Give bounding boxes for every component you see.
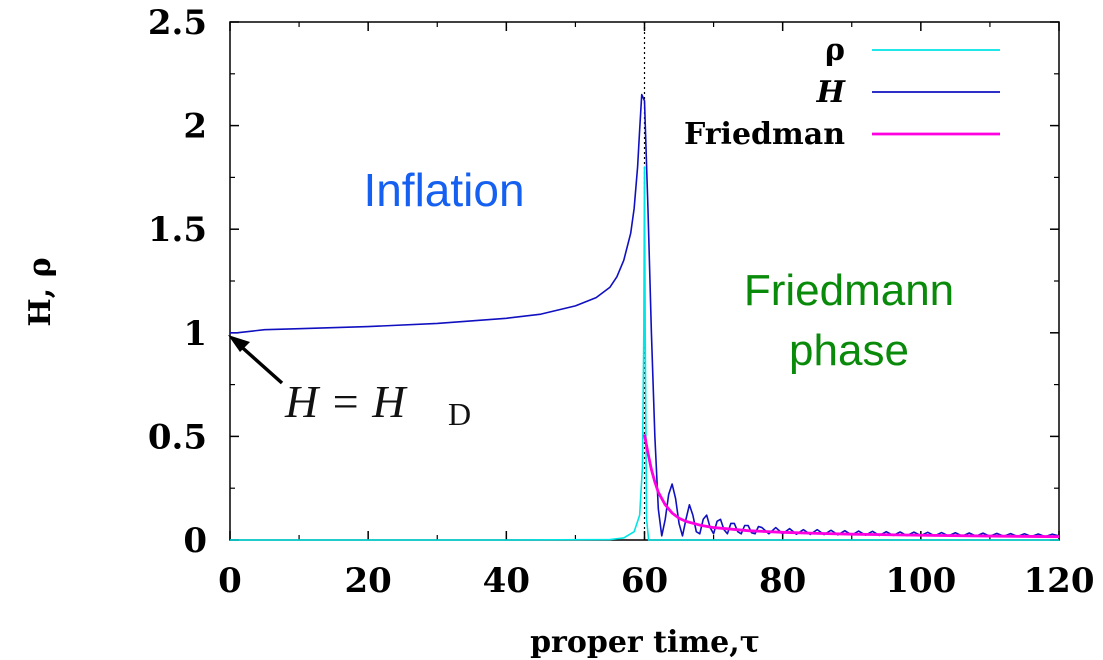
x-tick-label-1: 20: [345, 561, 392, 601]
y-tick-label-5: 2.5: [148, 3, 207, 43]
inflation-annotation: Inflation: [363, 164, 524, 216]
series-layer: [230, 93, 1060, 541]
math-annotation-main: H = H: [284, 376, 408, 427]
x-tick-label-6: 120: [1024, 561, 1095, 601]
series-line-friedman: [643, 434, 1060, 539]
legend: ρH Friedman: [684, 33, 1000, 152]
math-annotation: H = H D: [284, 376, 471, 432]
x-axis-label: proper time,τ: [530, 625, 760, 660]
y-tick-label-1: 0.5: [148, 417, 207, 457]
x-tick-label-3: 60: [621, 561, 668, 601]
y-tick-label-2: 1: [183, 314, 207, 354]
friedmann-annotation-line1: Friedmann: [744, 266, 954, 315]
math-annotation-subscript: D: [448, 396, 471, 432]
y-axis-label: H, ρ: [23, 257, 58, 326]
y-tick-label-4: 2: [183, 107, 207, 147]
legend-label-friedman: Friedman: [684, 117, 845, 152]
axis-layer: 0 20 40 60 80 100 120 0 0.5 1 1.5 2 2.5: [148, 3, 1095, 601]
x-tick-label-0: 0: [218, 561, 242, 601]
legend-label-H: H: [816, 75, 847, 110]
y-tick-label-0: 0: [183, 521, 207, 561]
y-tick-label-3: 1.5: [148, 210, 207, 250]
x-tick-label-2: 40: [483, 561, 530, 601]
x-tick-label-4: 80: [759, 561, 806, 601]
arrow: [228, 335, 284, 385]
series-line-rho: [230, 166, 1059, 541]
legend-label-rho: ρ: [825, 33, 845, 68]
x-tick-label-5: 100: [885, 561, 956, 601]
friedmann-annotation-line2: phase: [789, 326, 909, 375]
arrow-head: [228, 335, 250, 352]
arrow-shaft: [234, 340, 284, 385]
